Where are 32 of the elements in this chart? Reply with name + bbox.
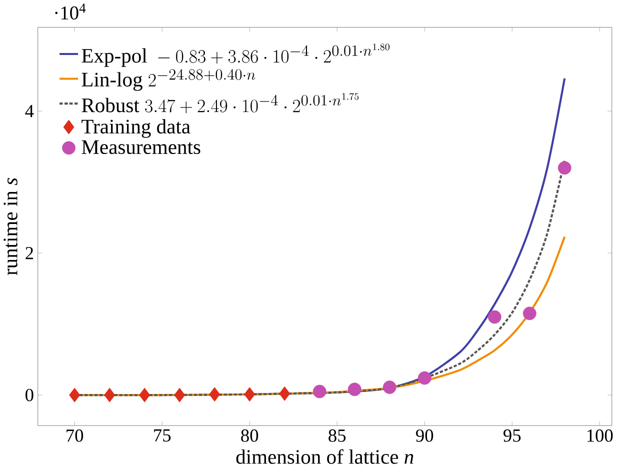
y-tick-label: 4 <box>25 104 34 117</box>
legend-label: $\text{Robust}\ 3.47+2.49\cdot 10^{-4}\cdot 2^{0.01\cdot n^{1.75}}$ <box>82 92 359 114</box>
point <box>279 386 290 401</box>
y-tick-label: 2 <box>26 246 33 259</box>
point <box>558 160 572 174</box>
point <box>418 371 432 384</box>
legend-label: $\text{Exp-pol}\ -0.83+3.86\cdot 10^{-4}\cdot 2^{0.01\cdot n^{1.80}}$ <box>82 43 390 67</box>
x-tick-label: 70 <box>66 429 84 442</box>
y-tick-label: 0 <box>26 388 34 402</box>
y-axis-title: runtime in s <box>4 178 18 275</box>
text: ·10$^{4}$ <box>55 3 86 20</box>
point <box>174 388 186 402</box>
x-tick-label: 85 <box>328 429 346 442</box>
x-tick-label: 100 <box>587 429 613 442</box>
point <box>488 310 502 324</box>
point <box>244 386 256 402</box>
point <box>69 388 80 402</box>
x-axis-title: dimension of lattice n <box>236 448 414 464</box>
x-tick-label: 90 <box>416 429 434 442</box>
legend-label: $\text{Training data}$ <box>82 118 190 138</box>
point <box>522 306 536 320</box>
x-tick-label: 80 <box>241 429 258 442</box>
legend-label: $\text{Lin-log}\ 2^{-24.88+0.40\cdot n}$ <box>82 68 256 91</box>
point <box>312 384 326 398</box>
point <box>104 388 116 402</box>
legend-label: $\text{Measurements}$ <box>82 140 200 154</box>
point <box>139 388 150 402</box>
point <box>382 380 396 394</box>
point <box>209 386 220 402</box>
x-tick-label: 75 <box>154 429 171 442</box>
x-tick-label: 95 <box>504 429 521 442</box>
point <box>348 382 362 396</box>
